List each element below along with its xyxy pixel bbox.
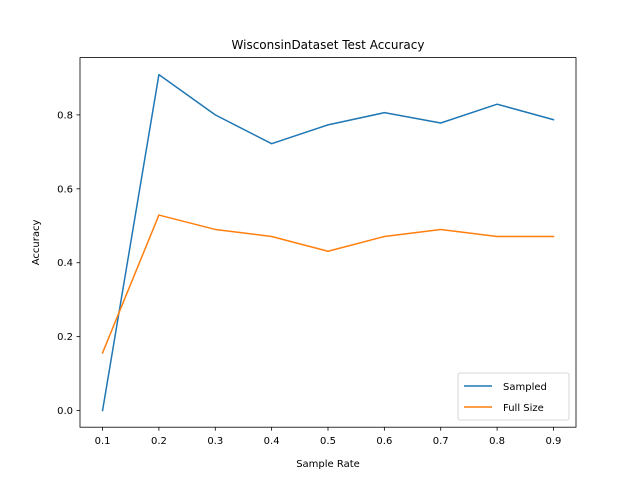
legend-box xyxy=(457,372,570,421)
legend-label-sampled: Sampled xyxy=(503,382,547,393)
plot-frame xyxy=(79,57,577,428)
series-line-sampled xyxy=(101,73,555,412)
y-axis-label: Accuracy xyxy=(31,219,42,265)
series-line-full-size xyxy=(101,214,555,354)
y-tick-label: 0.2 xyxy=(57,332,73,343)
chart-title: WisconsinDataset Test Accuracy xyxy=(232,38,425,52)
x-tick-label: 0.8 xyxy=(489,436,505,447)
x-tick-label: 0.5 xyxy=(320,436,336,447)
y-tick-label: 0.4 xyxy=(57,258,73,269)
y-tick-label: 0.0 xyxy=(57,406,73,417)
x-tick-label: 0.2 xyxy=(151,436,167,447)
y-tick-label: 0.8 xyxy=(57,110,73,121)
x-tick-label: 0.9 xyxy=(546,436,562,447)
x-axis-label: Sample Rate xyxy=(296,459,360,470)
x-tick-label: 0.3 xyxy=(207,436,223,447)
plot-area xyxy=(80,57,576,428)
legend-label-full-size: Full Size xyxy=(503,403,544,414)
x-axis-ticks: 0.1 0.2 0.3 0.4 0.5 0.6 0.7 0.8 0.9 xyxy=(95,427,562,447)
legend: Sampled Full Size xyxy=(457,372,570,421)
x-tick-label: 0.6 xyxy=(376,436,392,447)
x-tick-label: 0.7 xyxy=(433,436,449,447)
y-tick-label: 0.6 xyxy=(57,184,73,195)
x-tick-label: 0.1 xyxy=(95,436,111,447)
y-axis-ticks: 0.0 0.2 0.4 0.6 0.8 xyxy=(57,110,80,417)
series-lines xyxy=(101,73,555,412)
x-tick-label: 0.4 xyxy=(264,436,280,447)
